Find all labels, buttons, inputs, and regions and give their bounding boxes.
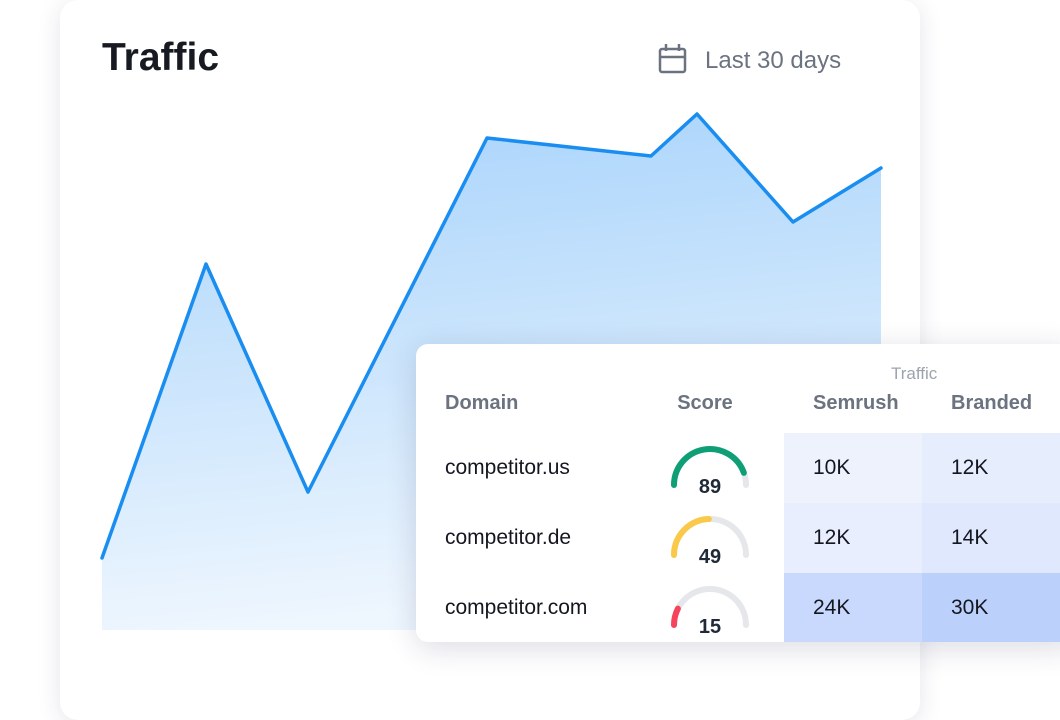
competitor-table: Traffic Domain Score Semrush Branded competi… — [416, 344, 1060, 642]
domain: competitor.com — [445, 596, 588, 619]
semrush-value: 12K — [813, 526, 851, 549]
branded-cell-bg — [922, 573, 1060, 642]
score-value: 15 — [699, 616, 721, 638]
semrush-value: 24K — [813, 596, 851, 619]
gauge-fill — [671, 446, 747, 488]
traffic-line — [100, 112, 883, 560]
semrush-value: 10K — [813, 456, 851, 479]
score-value: 89 — [699, 476, 721, 498]
semrush-cell-bg — [784, 433, 922, 503]
page: Traffic Last 30 days Traffic Domain Score… — [100, 36, 1060, 642]
column-header: Domain — [445, 392, 519, 414]
semrush-cell-bg — [784, 573, 922, 642]
score-gauge: 89 — [671, 446, 749, 498]
title: Traffic — [102, 36, 220, 79]
group-header: Traffic — [891, 364, 938, 383]
branded-value: 14K — [951, 526, 989, 549]
gauge-fill — [671, 605, 681, 628]
calendar-icon — [658, 44, 687, 74]
semrush-cell-bg — [784, 503, 922, 573]
branded-cell-bg — [922, 433, 1060, 503]
branded-value: 12K — [951, 456, 989, 479]
column-header: Score — [677, 392, 733, 414]
column-header: Semrush — [813, 392, 899, 414]
score-gauge: 49 — [671, 516, 749, 568]
domain: competitor.us — [445, 456, 570, 479]
branded-value: 30K — [951, 596, 989, 619]
date-range[interactable]: Last 30 days — [705, 47, 842, 74]
column-header: Branded — [951, 392, 1033, 414]
score-gauge: 15 — [671, 586, 749, 638]
domain: competitor.de — [445, 526, 572, 549]
score-value: 49 — [699, 546, 721, 568]
branded-cell-bg — [922, 503, 1060, 573]
gauge-fill — [671, 516, 712, 558]
